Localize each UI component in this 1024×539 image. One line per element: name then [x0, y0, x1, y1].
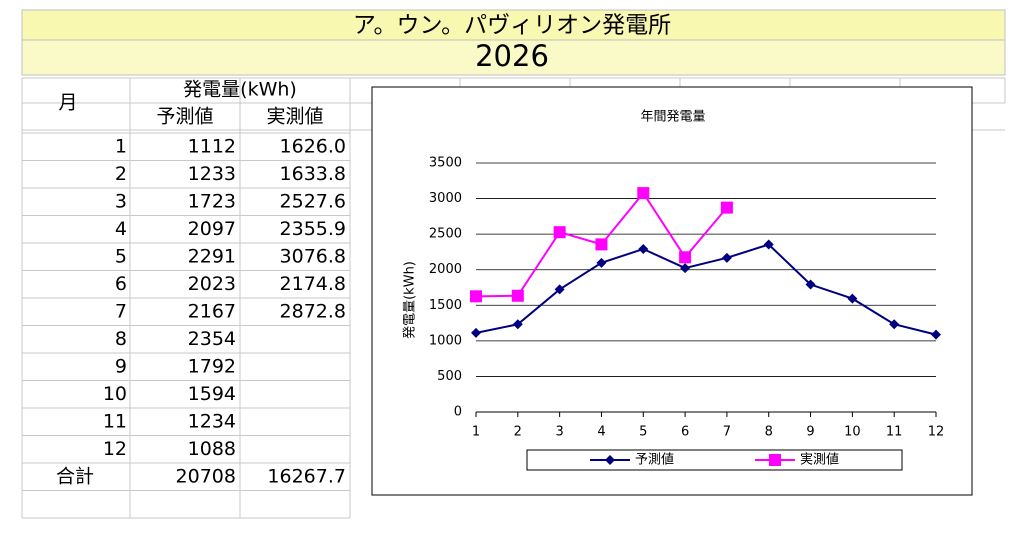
sheet-year: 2026 — [475, 39, 549, 73]
cell: 2023 — [188, 273, 236, 295]
title-band — [21, 9, 1006, 41]
cell: 1088 — [188, 438, 236, 460]
total-cell: 合計 — [56, 465, 94, 487]
year-band — [21, 39, 1006, 76]
cell: 1594 — [188, 383, 236, 405]
marker — [679, 251, 692, 264]
cell: 1234 — [188, 410, 236, 432]
chart-title: 年間発電量 — [640, 110, 705, 125]
y-tick-label: 500 — [437, 369, 462, 384]
cell: 8 — [115, 328, 127, 350]
x-tick-label: 6 — [681, 425, 689, 440]
marker — [638, 244, 649, 255]
legend-marker — [769, 454, 781, 466]
x-tick-label: 5 — [639, 425, 647, 440]
marker — [512, 319, 523, 330]
cell: 2291 — [188, 245, 236, 267]
y-tick-label: 1500 — [429, 298, 462, 313]
marker — [595, 238, 608, 251]
x-tick-label: 3 — [555, 425, 563, 440]
x-tick-label: 1 — [472, 425, 480, 440]
marker — [721, 252, 732, 263]
x-tick-label: 11 — [886, 425, 903, 440]
total-cell: 20708 — [176, 465, 236, 487]
marker — [889, 319, 900, 330]
y-axis-label: 発電量(kWh) — [403, 261, 418, 339]
cell: 2097 — [188, 218, 236, 240]
chart-area — [371, 86, 973, 496]
y-tick-label: 3500 — [429, 156, 462, 171]
y-tick-label: 2000 — [429, 262, 462, 277]
cell: 1233 — [188, 163, 236, 185]
y-tick-label: 0 — [454, 405, 462, 420]
marker — [471, 327, 481, 338]
cell: 3 — [115, 190, 127, 212]
cell: 6 — [115, 273, 127, 295]
marker — [637, 187, 650, 200]
x-tick-label: 2 — [514, 425, 522, 440]
cell: 5 — [115, 245, 127, 267]
total-cell: 16267.7 — [267, 465, 346, 487]
column-header: 実測値 — [266, 106, 323, 128]
x-tick-label: 4 — [597, 425, 605, 440]
cell: 9 — [115, 355, 127, 377]
cell: 2354 — [188, 328, 236, 350]
cell: 2355.9 — [280, 218, 346, 240]
cell: 12 — [103, 438, 127, 460]
cell: 2 — [115, 163, 127, 185]
legend-marker — [605, 455, 615, 465]
cell: 1112 — [188, 135, 236, 157]
marker — [680, 263, 691, 274]
month-header: 月 — [58, 92, 77, 114]
cell: 1633.8 — [280, 163, 346, 185]
x-tick-label: 12 — [928, 425, 945, 440]
cell: 2527.6 — [280, 190, 346, 212]
x-tick-label: 8 — [765, 425, 773, 440]
cell: 1 — [115, 135, 127, 157]
cell: 4 — [115, 218, 127, 240]
marker — [596, 257, 607, 268]
marker — [847, 293, 858, 304]
cell: 3076.8 — [280, 245, 346, 267]
marker — [931, 329, 941, 340]
cell: 2174.8 — [280, 273, 346, 295]
legend — [526, 449, 903, 471]
series-line — [475, 243, 937, 336]
y-tick-label: 1000 — [429, 333, 462, 348]
cell: 10 — [103, 383, 127, 405]
cell: 1626.0 — [280, 135, 346, 157]
column-header: 予測値 — [156, 106, 213, 128]
cell: 2872.8 — [280, 300, 346, 322]
cell: 11 — [103, 410, 127, 432]
x-tick-label: 9 — [806, 425, 814, 440]
legend-label: 実測値 — [800, 452, 839, 468]
legend-label: 予測値 — [635, 452, 674, 468]
group-header: 発電量(kWh) — [183, 79, 297, 101]
sheet-title: ア。ウン。パヴィリオン発電所 — [353, 13, 671, 39]
marker — [511, 289, 524, 302]
x-tick-label: 7 — [723, 425, 731, 440]
x-tick-label: 10 — [844, 425, 861, 440]
cell: 7 — [115, 300, 127, 322]
marker — [805, 279, 816, 290]
marker — [763, 239, 774, 250]
y-tick-label: 2500 — [429, 227, 462, 242]
marker — [553, 226, 566, 239]
cell: 1723 — [188, 190, 236, 212]
marker — [554, 284, 565, 295]
marker — [720, 201, 733, 214]
y-tick-label: 3000 — [429, 191, 462, 206]
cell: 1792 — [188, 355, 236, 377]
cell: 2167 — [188, 300, 236, 322]
marker — [470, 290, 482, 303]
